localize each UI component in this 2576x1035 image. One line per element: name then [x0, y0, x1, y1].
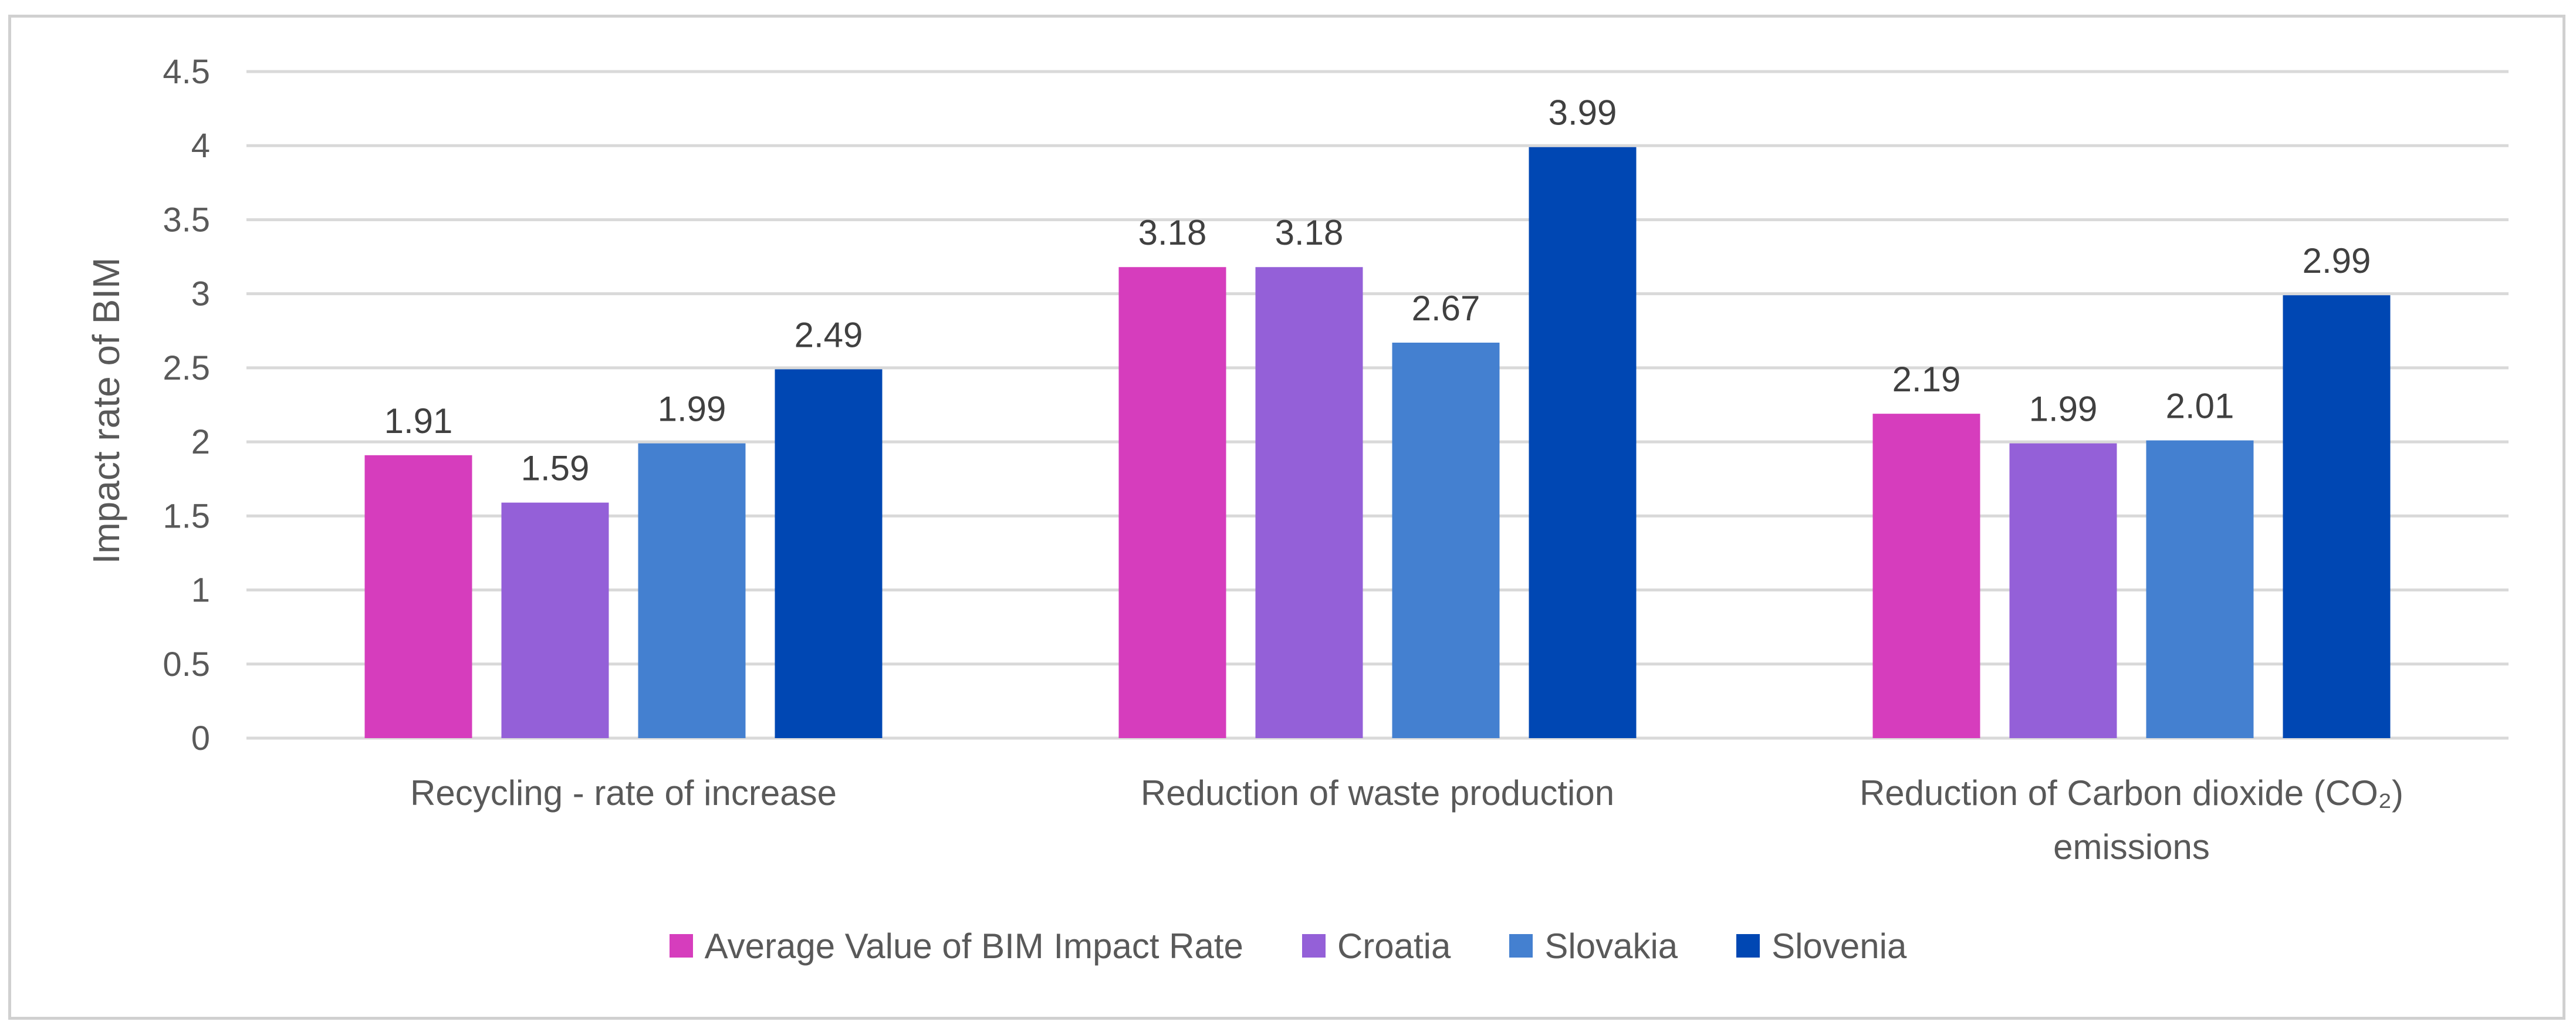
data-labels: 1.91 1.59 1.99 2.49 3.18 3.18 2.67 3.99 2.19 1.99… — [384, 93, 2371, 488]
data-label: 1.99 — [2029, 390, 2098, 429]
bar — [364, 455, 472, 738]
legend-label: Slovakia — [1544, 926, 1678, 966]
legend-label: Average Value of BIM Impact Rate — [704, 926, 1243, 966]
bar — [2283, 295, 2391, 738]
category-label: Recycling - rate of increase — [410, 773, 837, 813]
bar — [2146, 440, 2254, 738]
gridlines — [246, 70, 2509, 740]
legend-item: Average Value of BIM Impact Rate — [669, 926, 1243, 966]
data-label: 1.59 — [521, 449, 590, 488]
y-tick-label: 0 — [191, 719, 210, 757]
bar — [775, 369, 883, 738]
legend: Average Value of BIM Impact Rate Croatia S… — [0, 922, 2576, 969]
data-label: 2.49 — [795, 315, 863, 354]
bar — [2009, 443, 2117, 738]
legend-swatch — [1736, 934, 1760, 958]
y-tick-label: 1.5 — [163, 497, 210, 535]
legend-item: Croatia — [1301, 926, 1451, 966]
y-tick-label: 2 — [191, 423, 210, 461]
category-label: Reduction of waste production — [1141, 773, 1614, 813]
y-tick-label: 3 — [191, 275, 210, 313]
legend-swatch — [1509, 934, 1533, 958]
bars — [364, 147, 2391, 738]
bar — [638, 443, 746, 738]
y-tick-label: 1 — [191, 571, 210, 610]
legend-swatch — [669, 934, 693, 958]
bar — [1255, 267, 1363, 738]
legend-swatch — [1301, 934, 1326, 958]
legend-item: Slovenia — [1736, 926, 1906, 966]
data-label: 1.91 — [384, 401, 453, 441]
x-axis-categories: Recycling - rate of increase Reduction of… — [410, 773, 2403, 867]
data-label: 3.18 — [1275, 213, 1344, 252]
y-tick-label: 4.5 — [163, 53, 210, 91]
category-label: emissions — [2053, 827, 2210, 867]
y-tick-label: 4 — [191, 127, 210, 165]
legend-label: Slovenia — [1772, 926, 1907, 966]
y-axis-ticks: 0 0.5 1 1.5 2 2.5 3 3.5 4 4.5 — [163, 53, 210, 757]
legend-item: Slovakia — [1509, 926, 1678, 966]
legend-label: Croatia — [1337, 926, 1451, 966]
y-tick-label: 2.5 — [163, 349, 210, 387]
data-label: 3.99 — [1549, 93, 1617, 133]
bar — [1529, 147, 1637, 738]
bar — [1118, 267, 1226, 738]
data-label: 1.99 — [658, 390, 726, 429]
y-axis-title: Impact rate of BIM — [85, 258, 127, 564]
data-label: 2.99 — [2303, 241, 2371, 280]
bar — [501, 502, 609, 738]
category-label: Reduction of Carbon dioxide (CO₂) — [1860, 773, 2403, 813]
bar — [1392, 342, 1500, 738]
data-label: 2.01 — [2166, 387, 2234, 426]
bar — [1872, 414, 1980, 738]
data-label: 2.19 — [1892, 360, 1961, 399]
data-label: 2.67 — [1412, 289, 1480, 328]
data-label: 3.18 — [1138, 213, 1207, 252]
y-tick-label: 0.5 — [163, 645, 210, 684]
y-tick-label: 3.5 — [163, 201, 210, 239]
